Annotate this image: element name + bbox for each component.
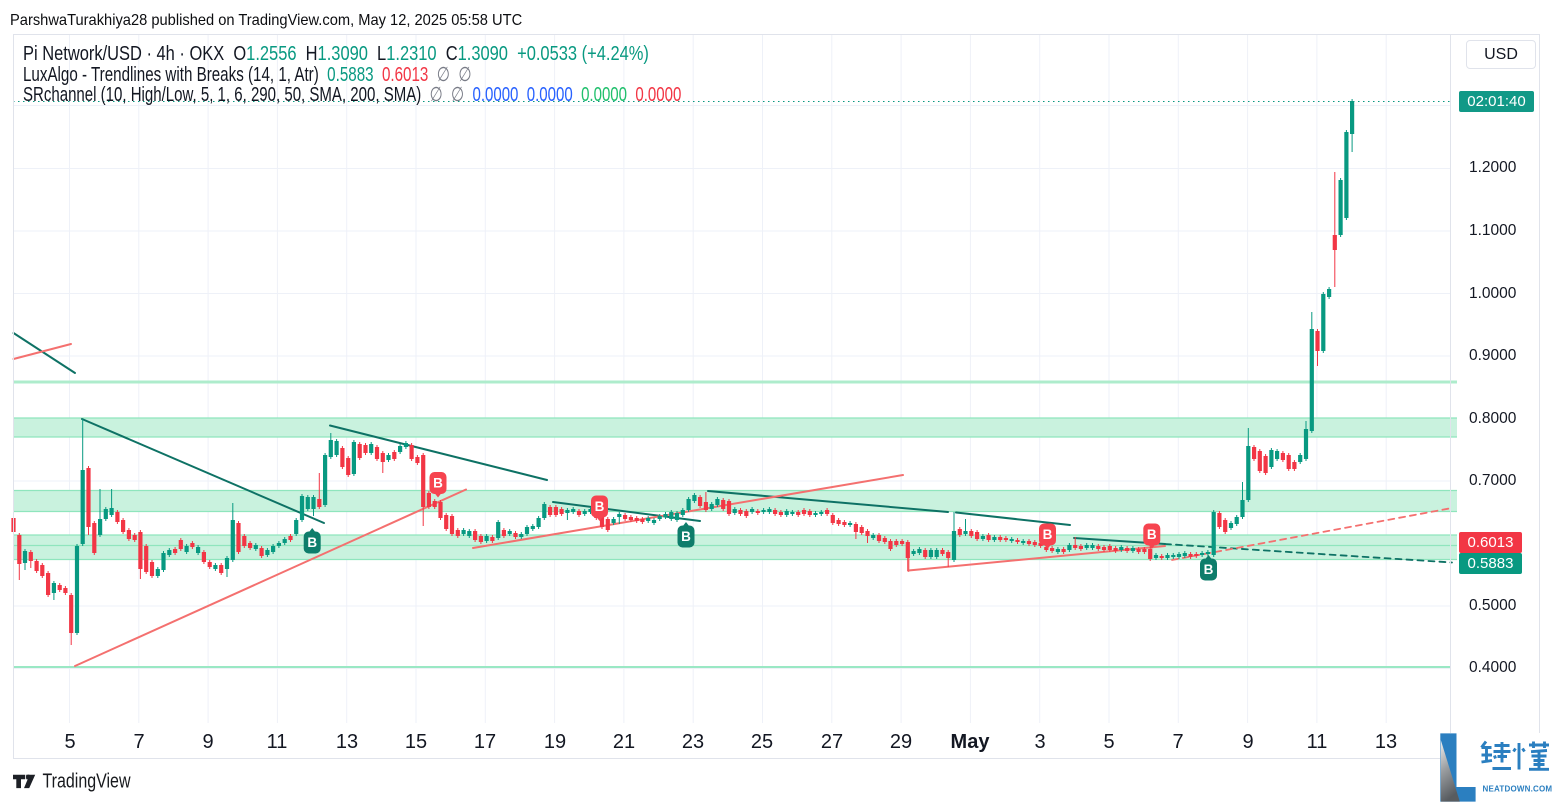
svg-text:B: B [1043, 527, 1053, 542]
svg-text:B: B [433, 476, 443, 491]
svg-text:NEATDOWN.COM: NEATDOWN.COM [1483, 785, 1553, 794]
svg-text:B: B [1204, 562, 1214, 577]
svg-text:TradingView: TradingView [43, 772, 131, 793]
svg-text:B: B [1147, 527, 1157, 542]
svg-text:B: B [307, 535, 317, 550]
svg-text:B: B [595, 499, 605, 514]
svg-text:B: B [681, 529, 691, 544]
